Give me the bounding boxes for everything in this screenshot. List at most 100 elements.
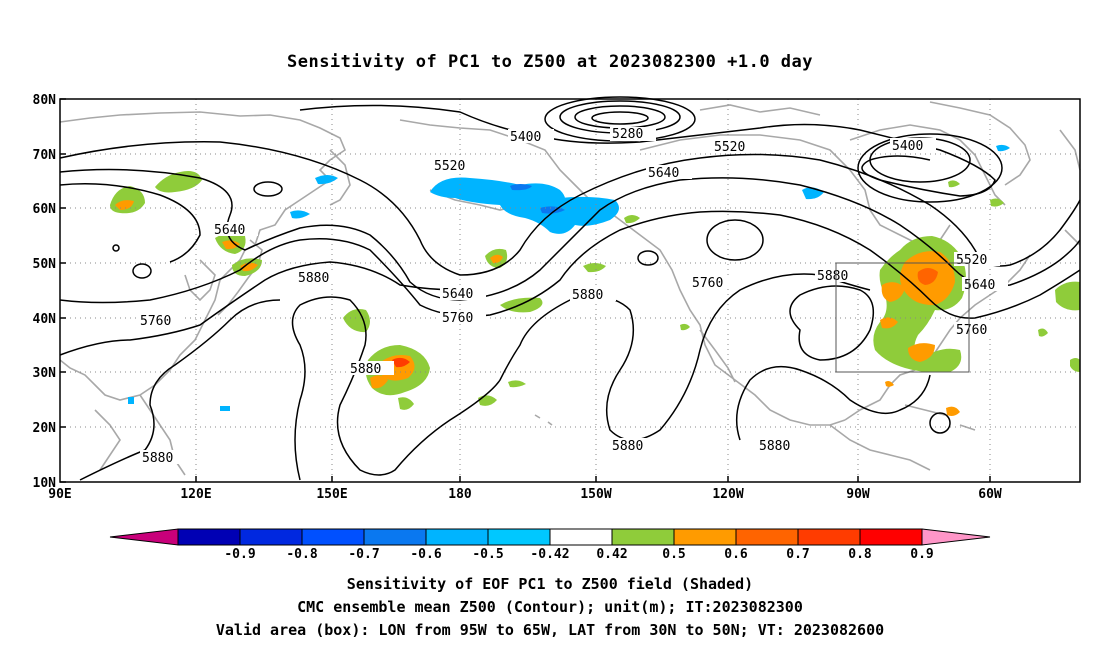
colorbar-box (735, 528, 799, 546)
positive-patch (583, 263, 606, 273)
z500-contours (59, 96, 1081, 481)
contour-label: 5520 (434, 159, 465, 174)
contour-line (857, 133, 1003, 203)
positive-patch (885, 381, 894, 387)
lat-label: 40N (33, 312, 57, 327)
footer-line-3: Valid area (box): LON from 95W to 65W, L… (215, 621, 885, 639)
contour-line (591, 111, 649, 125)
positive-patch (508, 380, 526, 388)
contour-label: 5640 (964, 278, 995, 293)
colorbar-tick-label: -0.8 (286, 547, 317, 562)
contour-line (637, 250, 659, 266)
latitude-labels: 80N 70N 60N 50N 40N 30N 20N 10N (33, 93, 57, 491)
lat-label: 10N (33, 476, 57, 491)
lat-label: 20N (33, 421, 57, 436)
positive-patch (370, 375, 388, 389)
negative-patch (290, 210, 310, 219)
negative-patch (510, 184, 532, 191)
colorbar-tick-label: -0.7 (348, 547, 379, 562)
contour-label: 5880 (817, 269, 848, 284)
lat-label: 70N (33, 148, 57, 163)
contour-label: 5880 (298, 271, 329, 286)
lat-label: 60N (33, 202, 57, 217)
colorbar-box (425, 528, 489, 546)
lon-label: 120W (712, 487, 743, 502)
colorbar-tick-label: -0.5 (472, 547, 503, 562)
positive-patch (946, 406, 960, 416)
colorbar-box (549, 528, 613, 546)
colorbar-tick-label: -0.6 (410, 547, 441, 562)
colorbar-box (239, 528, 303, 546)
lat-label: 80N (33, 93, 57, 108)
contour-label: 5640 (214, 223, 245, 238)
colorbar-box (177, 528, 241, 546)
axis-ticks (60, 98, 991, 483)
positive-patch (343, 309, 370, 333)
valid-area-box (835, 262, 970, 373)
positive-patch (917, 268, 938, 285)
negative-patch (500, 196, 619, 234)
contour-label: 5520 (956, 253, 987, 268)
positive-patch (680, 323, 690, 331)
contour-label: 5880 (612, 439, 643, 454)
plot-title: Sensitivity of PC1 to Z500 at 2023082300… (286, 52, 813, 72)
contour-label-group: 5280 5400 5400 5520 5520 5520 5640 5640 … (138, 127, 1008, 466)
lat-label: 50N (33, 257, 57, 272)
contour-label: 5400 (510, 130, 541, 145)
positive-patch (392, 357, 410, 368)
contour-line (706, 219, 764, 261)
longitude-labels: 90E 120E 150E 180 150W 120W 90W 60W (48, 487, 1002, 502)
positive-patch (222, 240, 240, 250)
colorbar-box (363, 528, 427, 546)
contour-line (59, 261, 461, 356)
graticule (60, 99, 1080, 482)
colorbar-box (797, 528, 861, 546)
contour-label: 5280 (612, 127, 643, 142)
colorbar-tick-label: 0.42 (596, 547, 627, 562)
contour-label: 5760 (692, 276, 723, 291)
footer-line-1: Sensitivity of EOF PC1 to Z500 field (Sh… (346, 575, 754, 593)
colorbar-box (611, 528, 675, 546)
negative-patch (220, 406, 230, 411)
colorbar-box (487, 528, 551, 546)
contour-line (79, 299, 281, 481)
contour-line (132, 263, 152, 279)
contour-label: 5520 (714, 140, 745, 155)
positive-patch (115, 200, 134, 210)
contour-line (291, 273, 871, 481)
lon-label: 90W (846, 487, 870, 502)
contour-label: 5640 (442, 287, 473, 302)
lat-label: 30N (33, 366, 57, 381)
contour-line (789, 285, 875, 361)
negative-patch (128, 397, 134, 404)
positive-patch (490, 254, 503, 264)
contour-line (112, 244, 120, 252)
contour-label: 5880 (142, 451, 173, 466)
contour-label: 5880 (572, 288, 603, 303)
contour-line (59, 183, 201, 263)
contour-line (735, 365, 931, 441)
lon-label: 60W (978, 487, 1002, 502)
contour-line (59, 210, 1081, 319)
contour-line (929, 412, 951, 434)
colorbar-left-arrow (109, 528, 179, 546)
contour-line (59, 168, 1081, 301)
positive-patch (948, 180, 960, 188)
positive-patch (1038, 328, 1048, 337)
colorbar-box (673, 528, 737, 546)
contour-label: 5760 (442, 311, 473, 326)
map-frame (59, 98, 1081, 483)
positive-patch (908, 343, 935, 362)
contour-label: 5640 (648, 166, 679, 181)
positive-patch (990, 198, 1004, 207)
colorbar-box (301, 528, 365, 546)
lon-label: 90E (48, 487, 71, 502)
colorbar-box (859, 528, 923, 546)
positive-patch (1070, 358, 1080, 372)
contour-label: 5880 (759, 439, 790, 454)
negative-patch (996, 144, 1010, 152)
positive-patch (880, 317, 898, 329)
colorbar-tick-label: 0.6 (724, 547, 748, 562)
contour-label: 5760 (956, 323, 987, 338)
